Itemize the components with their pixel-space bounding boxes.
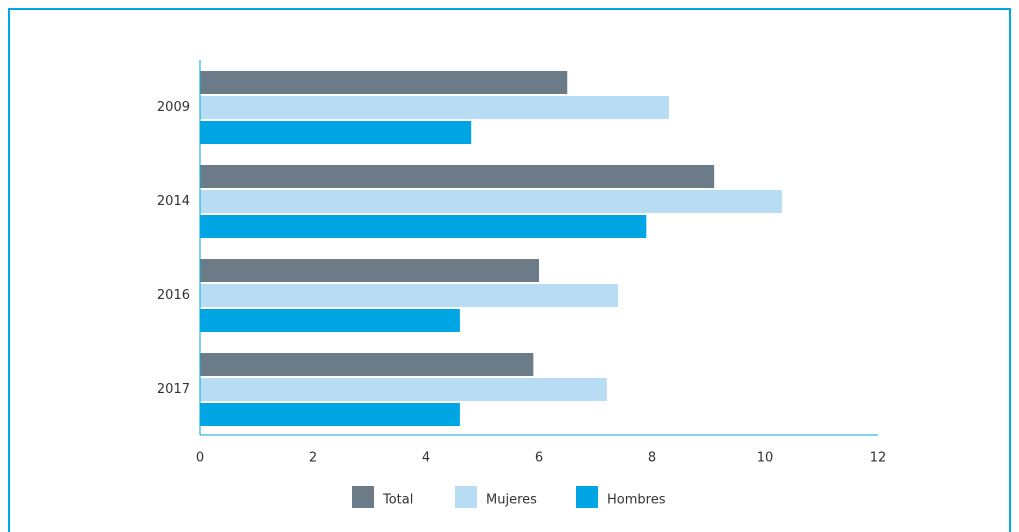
y-tick-label: 2014 [157, 194, 190, 209]
bar [200, 259, 539, 282]
bar [200, 403, 460, 426]
legend-swatch [352, 486, 374, 508]
legend-swatch [576, 486, 598, 508]
x-tick-label: 6 [535, 451, 543, 466]
bar [200, 71, 568, 94]
bar [200, 121, 472, 144]
y-tick-label: 2009 [157, 100, 190, 115]
bar [200, 309, 460, 332]
y-tick-label: 2017 [157, 382, 190, 397]
x-tick-label: 10 [757, 451, 774, 466]
bar [200, 284, 619, 307]
x-tick-label: 0 [196, 451, 204, 466]
bar [200, 215, 647, 238]
legend-swatch [455, 486, 477, 508]
bar [200, 96, 669, 119]
bar [200, 378, 607, 401]
legend-label: Mujeres [486, 493, 537, 508]
legend-label: Total [382, 493, 413, 508]
x-tick-label: 2 [309, 451, 317, 466]
frame [8, 8, 1011, 532]
bar [200, 165, 715, 188]
bar [200, 190, 782, 213]
x-tick-label: 8 [648, 451, 656, 466]
x-tick-label: 4 [422, 451, 430, 466]
y-tick-label: 2016 [157, 288, 190, 303]
x-tick-label: 12 [870, 451, 887, 466]
legend-label: Hombres [607, 493, 666, 508]
bar [200, 353, 534, 376]
